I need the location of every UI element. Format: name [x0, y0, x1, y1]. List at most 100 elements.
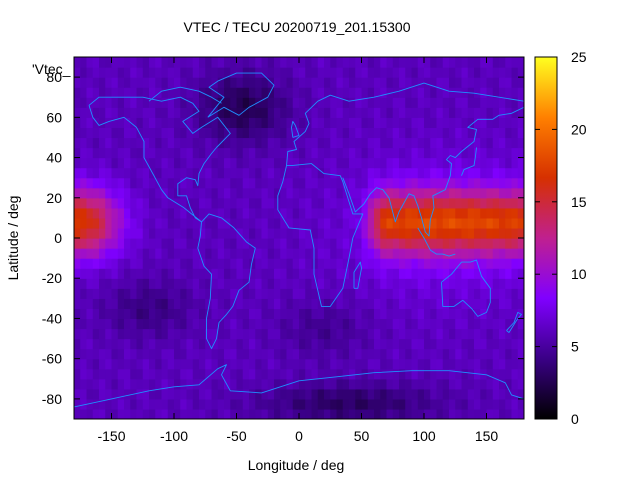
heatmap-cell — [449, 157, 456, 169]
heatmap-cell — [136, 107, 144, 118]
heatmap-cell — [92, 348, 100, 360]
heatmap-cell — [242, 117, 250, 128]
heatmap-cell — [399, 308, 406, 320]
heatmap-cell — [217, 197, 225, 209]
heatmap-cell — [267, 87, 275, 98]
heatmap-cell — [367, 167, 375, 179]
heatmap-cell — [311, 238, 319, 249]
heatmap-cell — [249, 167, 256, 179]
heatmap-cell — [449, 57, 456, 68]
heatmap-cell — [411, 217, 419, 229]
heatmap-cell — [255, 238, 263, 249]
heatmap-cell — [480, 77, 488, 88]
heatmap-cell — [217, 127, 225, 139]
heatmap-cell — [436, 87, 444, 98]
heatmap-cell — [111, 328, 119, 340]
heatmap-cell — [86, 348, 94, 360]
heatmap-cell — [424, 248, 431, 259]
heatmap-cell — [92, 147, 100, 159]
heatmap-cell — [342, 117, 350, 128]
heatmap-cell — [105, 57, 113, 68]
heatmap-cell — [174, 217, 181, 229]
heatmap-cell — [411, 318, 419, 330]
heatmap-cell — [99, 358, 106, 370]
heatmap-cell — [249, 248, 256, 259]
heatmap-cell — [355, 378, 363, 390]
heatmap-cell — [167, 77, 175, 88]
heatmap-cell — [299, 127, 306, 139]
heatmap-cell — [336, 248, 344, 259]
heatmap-cell — [374, 137, 381, 149]
heatmap-cell — [224, 77, 231, 88]
heatmap-cell — [242, 177, 250, 189]
heatmap-cell — [111, 378, 119, 390]
heatmap-cell — [211, 77, 219, 88]
heatmap-cell — [174, 308, 181, 320]
heatmap-cell — [417, 378, 425, 390]
heatmap-cell — [455, 187, 463, 199]
heatmap-cell — [92, 167, 100, 179]
heatmap-cell — [136, 147, 144, 159]
heatmap-cell — [105, 398, 113, 410]
heatmap-cell — [299, 258, 306, 269]
heatmap-cell — [355, 348, 363, 360]
heatmap-cell — [242, 238, 250, 249]
heatmap-cell — [467, 318, 475, 330]
heatmap-cell — [174, 288, 181, 299]
heatmap-cell — [499, 167, 506, 179]
heatmap-cell — [405, 258, 413, 269]
heatmap-cell — [461, 127, 469, 139]
heatmap-cell — [255, 338, 263, 350]
heatmap-cell — [230, 57, 238, 68]
heatmap-cell — [361, 348, 369, 360]
heatmap-cell — [461, 338, 469, 350]
heatmap-cell — [180, 358, 188, 370]
heatmap-cell — [286, 238, 294, 249]
heatmap-cell — [274, 97, 281, 108]
heatmap-cell — [517, 107, 524, 118]
heatmap-cell — [192, 57, 200, 68]
heatmap-cell — [224, 127, 231, 139]
heatmap-cell — [180, 348, 188, 360]
heatmap-cell — [274, 338, 281, 350]
heatmap-cell — [192, 227, 200, 239]
heatmap-cell — [274, 87, 281, 98]
heatmap-cell — [361, 328, 369, 340]
heatmap-cell — [117, 268, 125, 279]
heatmap-cell — [117, 298, 125, 309]
heatmap-cell — [399, 177, 406, 189]
heatmap-cell — [480, 117, 488, 128]
heatmap-cell — [355, 338, 363, 350]
heatmap-cell — [99, 127, 106, 139]
heatmap-cell — [486, 177, 494, 189]
heatmap-cell — [255, 298, 263, 309]
heatmap-cell — [124, 378, 131, 390]
heatmap-cell — [186, 398, 194, 410]
heatmap-cell — [149, 87, 156, 98]
heatmap-cell — [461, 107, 469, 118]
heatmap-cell — [474, 207, 481, 219]
heatmap-cell — [161, 77, 169, 88]
heatmap-cell — [136, 378, 144, 390]
heatmap-cell — [180, 278, 188, 289]
heatmap-cell — [517, 258, 524, 269]
heatmap-cell — [349, 388, 356, 400]
heatmap-cell — [499, 67, 506, 78]
heatmap-cell — [467, 77, 475, 88]
heatmap-cell — [130, 298, 138, 309]
heatmap-cell — [511, 127, 519, 139]
heatmap-cell — [180, 97, 188, 108]
heatmap-cell — [455, 127, 463, 139]
heatmap-cell — [330, 57, 338, 68]
heatmap-cell — [392, 368, 400, 380]
heatmap-cell — [355, 328, 363, 340]
heatmap-cell — [280, 408, 288, 419]
heatmap-cell — [499, 358, 506, 370]
heatmap-cell — [449, 308, 456, 320]
heatmap-cell — [492, 117, 500, 128]
heatmap-cell — [424, 328, 431, 340]
heatmap-cell — [505, 177, 513, 189]
heatmap-cell — [311, 278, 319, 289]
heatmap-cell — [367, 177, 375, 189]
